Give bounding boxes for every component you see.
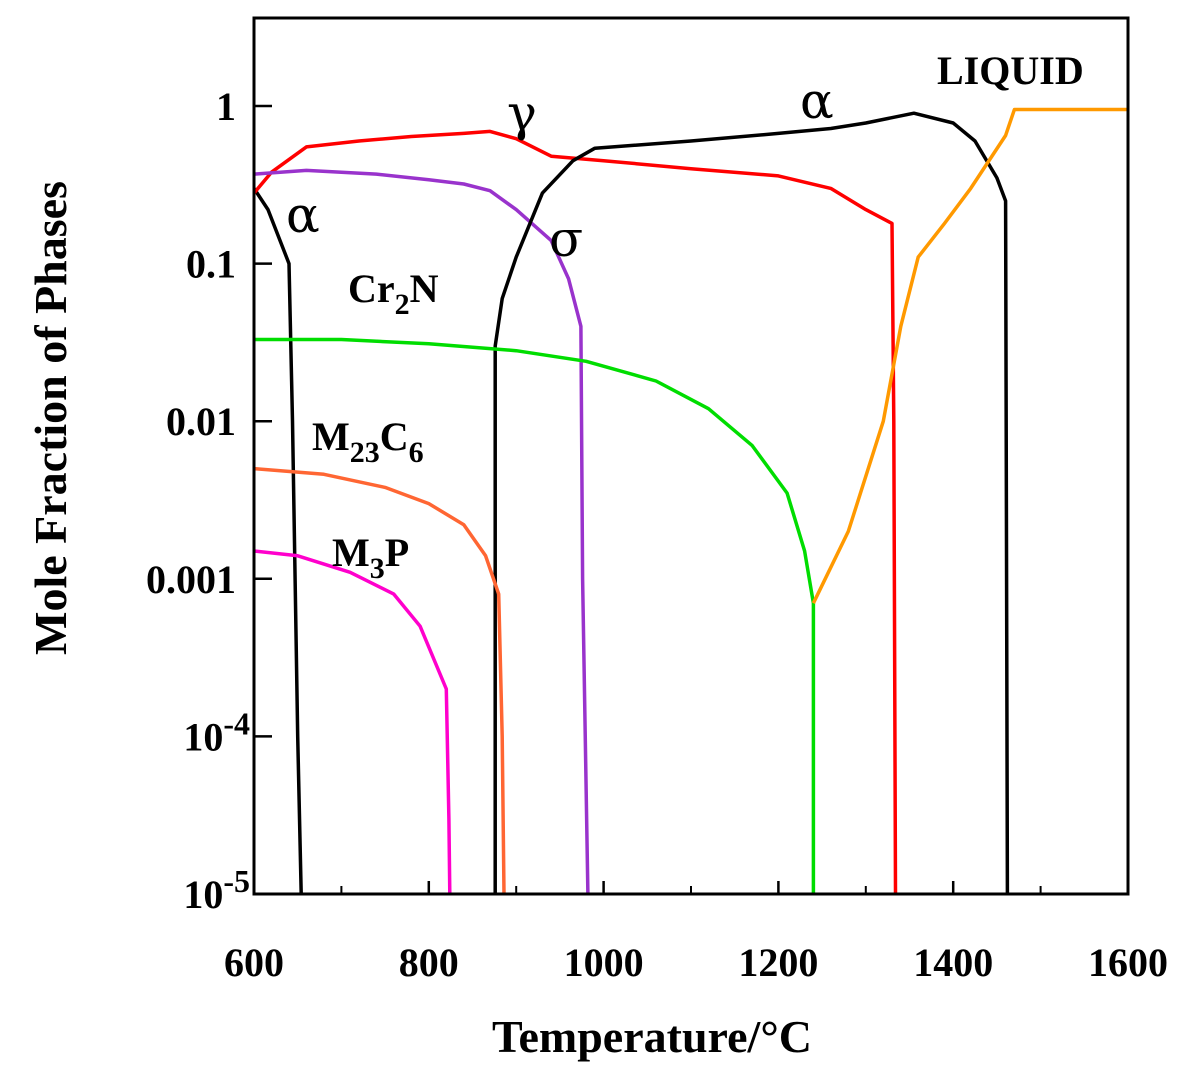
phase-label-part: M bbox=[332, 530, 370, 575]
y-tick-base: 10 bbox=[183, 872, 223, 917]
phase-label-part: 23 bbox=[350, 436, 380, 469]
x-tick-label: 1400 bbox=[913, 940, 993, 985]
series-line-austenite bbox=[252, 129, 898, 895]
x-tick-label: 1000 bbox=[564, 940, 644, 985]
phase-label-part: M bbox=[312, 414, 350, 459]
x-tick-label: 1200 bbox=[738, 940, 818, 985]
y-tick-base: 0.001 bbox=[146, 557, 236, 602]
phase-label-ferrite-low: α bbox=[286, 186, 320, 244]
x-axis-title: Temperature/°C bbox=[492, 1011, 812, 1062]
series-line-sigma bbox=[253, 168, 590, 895]
y-tick-label: 0.1 bbox=[186, 242, 236, 287]
y-tick-base: 0.01 bbox=[166, 399, 236, 444]
y-tick-exponent: -4 bbox=[223, 705, 250, 741]
phase-label-part: γ bbox=[507, 84, 537, 142]
phase-label-part: σ bbox=[549, 210, 583, 268]
y-tick-base: 10 bbox=[183, 714, 223, 759]
phase-label-m23c6: M23C6 bbox=[312, 414, 424, 469]
phase-label-part: 2 bbox=[395, 288, 410, 321]
y-tick-label: 10-5 bbox=[183, 863, 250, 917]
phase-label-austenite: γ bbox=[507, 84, 537, 142]
series-line-liquid bbox=[811, 107, 1128, 604]
series-line-cr2n bbox=[254, 337, 816, 894]
phase-label-sigma: σ bbox=[549, 210, 583, 268]
y-axis-title: Mole Fraction of Phases bbox=[25, 181, 76, 655]
phase-label-ferrite-high: α bbox=[800, 72, 834, 130]
y-tick-label: 0.001 bbox=[146, 557, 236, 602]
phase-label-part: 6 bbox=[409, 436, 424, 469]
tick-layer: 600 800 1000 1200 1400 160010.10.010.00110-41… bbox=[146, 84, 1168, 985]
phase-label-part: LIQUID bbox=[937, 48, 1084, 93]
phase-label-part: C bbox=[380, 414, 409, 459]
phase-label-part: N bbox=[410, 266, 439, 311]
y-tick-exponent: -5 bbox=[223, 863, 250, 899]
x-tick-label: 600 bbox=[224, 940, 284, 985]
y-tick-base: 0.1 bbox=[186, 242, 236, 287]
phase-label-cr2n: Cr2N bbox=[348, 266, 439, 321]
phase-label-part: 3 bbox=[370, 552, 385, 585]
x-tick-label: 800 bbox=[399, 940, 459, 985]
series-line-ferrite-low bbox=[252, 187, 303, 895]
y-tick-label: 1 bbox=[216, 84, 236, 129]
phase-label-part: Cr bbox=[348, 266, 395, 311]
phase-label-part: α bbox=[286, 186, 320, 244]
y-tick-label: 0.01 bbox=[166, 399, 236, 444]
phase-label-part: α bbox=[800, 72, 834, 130]
phase-label-part: P bbox=[385, 530, 409, 575]
series-line-m3p bbox=[253, 549, 452, 895]
series-layer bbox=[252, 107, 1128, 895]
phase-label-m3p: M3P bbox=[332, 530, 409, 585]
phase-label-liquid: LIQUID bbox=[937, 48, 1084, 93]
series-line-ferrite-high bbox=[493, 111, 1010, 895]
x-tick-label: 1600 bbox=[1088, 940, 1168, 985]
y-tick-base: 1 bbox=[216, 84, 236, 129]
series-line-m23c6 bbox=[253, 466, 506, 895]
y-tick-label: 10-4 bbox=[183, 705, 250, 759]
